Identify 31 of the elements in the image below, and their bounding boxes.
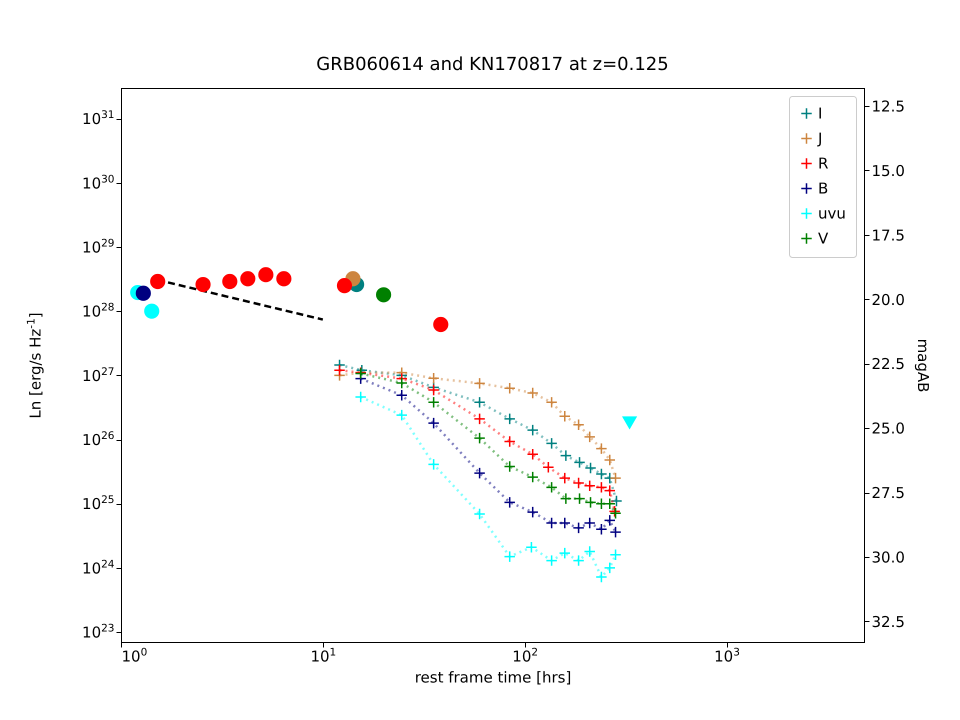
x-tick-label: 10$^{3}$ (714, 646, 740, 666)
legend-label: I (818, 104, 822, 122)
y-tick-label: 10$^{28}$ (82, 302, 114, 321)
y2-tick-label: 30.0 (872, 548, 905, 566)
legend-label: B (818, 180, 828, 198)
x-tick-label: 10$^{1}$ (310, 646, 336, 666)
y-tick-label: 10$^{27}$ (82, 366, 114, 385)
legend-label: V (818, 230, 829, 248)
y-tick-label: 10$^{25}$ (82, 494, 114, 514)
y-tick-label: 10$^{30}$ (82, 173, 114, 192)
y2-tick-label: 20.0 (872, 290, 905, 309)
y2-tick-label: 17.5 (872, 226, 905, 244)
chart-title: GRB060614 and KN170817 at z=0.125 (316, 54, 669, 75)
y-tick-label: 10$^{23}$ (82, 622, 114, 642)
y-tick-label: 10$^{26}$ (82, 430, 115, 450)
x-axis-title: rest frame time [hrs] (414, 668, 572, 686)
y2-tick-label: 32.5 (872, 612, 905, 631)
y-tick-label: 10$^{31}$ (82, 109, 114, 128)
x-tick-label: 10$^{0}$ (122, 646, 148, 666)
y-tick-label: 10$^{24}$ (82, 558, 115, 578)
y2-tick-label: 15.0 (872, 162, 905, 180)
y2-tick-label: 25.0 (872, 420, 905, 438)
legend-label: uvu (818, 204, 846, 222)
legend-label: J (817, 130, 822, 148)
x-tick-label: 10$^{2}$ (512, 646, 538, 666)
y2-axis-title: magAB (914, 338, 932, 392)
y2-tick-label: 27.5 (872, 484, 905, 502)
y-tick-label: 10$^{29}$ (82, 237, 114, 256)
legend-label: R (818, 154, 828, 172)
y2-tick-label: 12.5 (872, 98, 905, 116)
y2-tick-label: 22.5 (872, 355, 905, 374)
